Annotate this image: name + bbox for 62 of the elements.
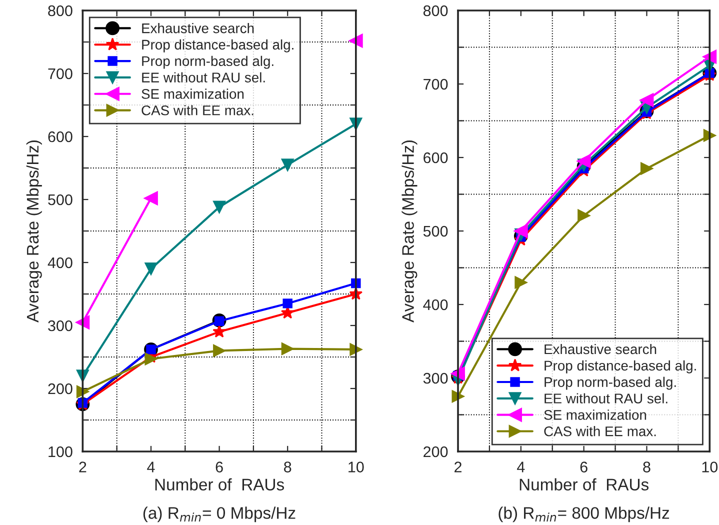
point xyxy=(281,342,294,356)
point xyxy=(76,315,90,330)
y-tick-label: 700 xyxy=(48,68,72,80)
x-tick-label: 4 xyxy=(147,462,155,472)
point xyxy=(348,34,363,48)
y-tick-label: 300 xyxy=(423,372,448,384)
point xyxy=(213,200,226,214)
y-tick-label: 400 xyxy=(423,299,448,310)
point xyxy=(702,50,717,64)
y-tick-label: 500 xyxy=(423,226,448,237)
legend-label: SE maximization xyxy=(544,410,646,420)
y-tick-label: 600 xyxy=(48,131,72,142)
x-tick-label: 6 xyxy=(580,462,588,472)
point xyxy=(514,224,528,238)
point xyxy=(578,209,590,222)
legend-label: EE without RAU sel. xyxy=(544,393,668,404)
point xyxy=(282,298,292,308)
x-tick-label: 2 xyxy=(454,462,462,472)
y-tick-label: 200 xyxy=(48,383,72,394)
legend-label: EE without RAU sel. xyxy=(142,72,265,82)
point xyxy=(281,158,294,172)
x-tick-label: 2 xyxy=(79,462,86,472)
point xyxy=(144,352,158,366)
x-axis-title: Number of RAUs xyxy=(155,478,284,490)
legend-label: SE maximization xyxy=(142,88,244,99)
x-tick-label: 10 xyxy=(348,462,364,472)
y-tick-label: 700 xyxy=(424,78,448,90)
legend-label: Prop distance-based alg. xyxy=(142,39,294,52)
legend-label: Prop distance-based alg. xyxy=(544,360,696,374)
point xyxy=(144,191,158,206)
point xyxy=(144,262,158,276)
legend-label: CAS with EE max. xyxy=(142,105,254,116)
point xyxy=(213,344,226,357)
point xyxy=(212,324,226,338)
legend-label: CAS with EE max. xyxy=(544,426,656,436)
y-tick-label: 300 xyxy=(48,320,72,332)
text: (a) R$_{min}$= 0 Mbps/Hz xyxy=(143,506,296,522)
legend-label: Prop norm-based alg. xyxy=(142,56,274,69)
y-tick-label: 800 xyxy=(48,5,72,16)
x-tick-label: 10 xyxy=(702,462,718,472)
point xyxy=(640,93,654,108)
y-tick-label: 500 xyxy=(48,194,72,206)
text: (b) R$_{min}$= 800 Mbps/Hz xyxy=(498,506,670,522)
y-tick-label: 400 xyxy=(48,257,72,268)
y-tick-label: 200 xyxy=(424,446,448,458)
y-tick-label: 800 xyxy=(423,5,448,16)
x-tick-label: 8 xyxy=(284,462,292,472)
y-tick-label: 100 xyxy=(48,446,72,458)
legend-label: Exhaustive search xyxy=(142,23,254,34)
legend-label: Exhaustive search xyxy=(544,344,656,354)
y-tick-label: 600 xyxy=(424,152,448,164)
point xyxy=(576,154,591,168)
x-tick-label: 6 xyxy=(216,462,223,472)
x-tick-label: 4 xyxy=(517,462,525,472)
y-axis-title: Average Rate (Mbps/Hz) xyxy=(402,140,418,323)
point xyxy=(76,385,89,398)
legend-label: Prop norm-based alg. xyxy=(544,376,676,390)
x-tick-label: 8 xyxy=(643,462,650,472)
x-axis-title: Number of RAUs xyxy=(520,478,649,490)
y-axis-title: Average Rate (Mbps/Hz) xyxy=(26,140,42,323)
point xyxy=(640,162,653,175)
point xyxy=(514,276,528,289)
